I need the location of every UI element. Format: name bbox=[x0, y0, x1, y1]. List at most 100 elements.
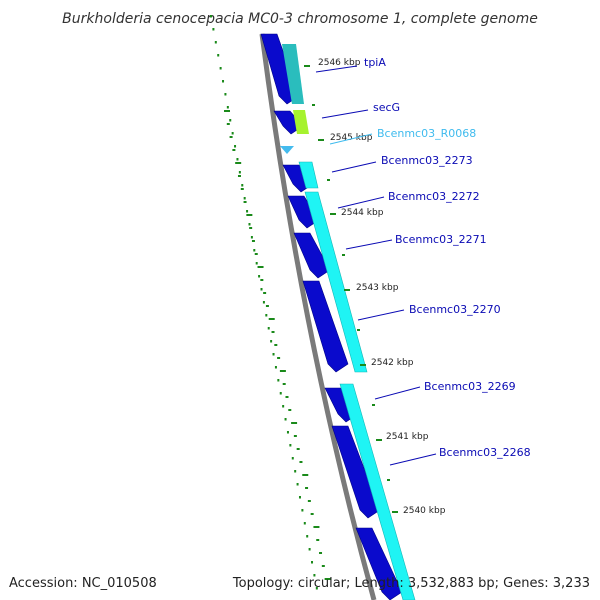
gc-skew-dot bbox=[291, 422, 298, 424]
gc-dot bbox=[311, 561, 314, 564]
gc-dot bbox=[243, 197, 246, 200]
gc-dot bbox=[301, 509, 304, 512]
rna-feature[interactable] bbox=[280, 146, 294, 154]
gc-dot bbox=[279, 392, 282, 395]
gc-skew-dot bbox=[226, 123, 230, 125]
gc-skew-dot bbox=[268, 318, 275, 320]
gc-dot bbox=[236, 158, 239, 161]
gc-dot bbox=[291, 457, 294, 460]
minor-tick bbox=[357, 329, 360, 331]
gene-label[interactable]: Bcenmc03_2270 bbox=[409, 303, 501, 316]
gene-tpiA[interactable] bbox=[282, 44, 304, 104]
gc-skew-dot bbox=[299, 461, 303, 463]
gene-label[interactable]: tpiA bbox=[364, 56, 386, 69]
gc-skew-dot bbox=[305, 487, 309, 489]
gc-dot bbox=[238, 171, 241, 174]
gc-dot bbox=[253, 249, 256, 252]
gc-dot bbox=[267, 327, 270, 330]
gc-dot bbox=[258, 275, 261, 278]
gc-skew-dot bbox=[249, 227, 253, 229]
gc-dot bbox=[262, 301, 265, 304]
gc-dot bbox=[315, 587, 318, 590]
gc-dot bbox=[231, 132, 234, 135]
gene-label[interactable]: secG bbox=[373, 101, 400, 114]
gc-skew-dot bbox=[229, 136, 233, 138]
leader-line bbox=[389, 453, 437, 466]
gc-skew-dot bbox=[285, 396, 289, 398]
gc-dot bbox=[214, 41, 217, 44]
gc-dot bbox=[229, 119, 232, 122]
cds-forward[interactable] bbox=[355, 527, 403, 600]
gc-dot bbox=[282, 405, 285, 408]
gene-label[interactable]: Bcenmc03_2268 bbox=[439, 446, 531, 459]
kbp-label: 2544 kbp bbox=[341, 208, 384, 218]
gc-dot bbox=[250, 236, 253, 239]
cds-reverse[interactable] bbox=[304, 191, 368, 373]
kbp-label: 2543 kbp bbox=[356, 283, 399, 293]
accession-text: Accession: NC_010508 bbox=[9, 576, 157, 591]
gene-label[interactable]: Bcenmc03_2272 bbox=[388, 190, 480, 203]
gc-dot bbox=[296, 483, 299, 486]
gc-skew-dot bbox=[296, 448, 300, 450]
gc-dot bbox=[255, 262, 258, 265]
chromosome-backbone bbox=[259, 33, 377, 600]
gc-dot bbox=[226, 106, 229, 109]
gc-dot bbox=[294, 470, 297, 473]
gc-dot bbox=[303, 522, 306, 525]
gc-dot bbox=[210, 15, 212, 18]
gc-dot bbox=[313, 574, 316, 577]
kbp-label: 2542 kbp bbox=[371, 358, 414, 368]
gene-secG[interactable] bbox=[293, 110, 309, 134]
gc-dot bbox=[234, 145, 237, 148]
gc-skew-dot bbox=[277, 357, 281, 359]
cds-forward[interactable] bbox=[293, 232, 331, 279]
gc-skew-dot bbox=[240, 188, 244, 190]
leader-line bbox=[345, 239, 393, 250]
kbp-label: 2540 kbp bbox=[403, 506, 446, 516]
leader-line bbox=[337, 196, 385, 209]
gc-skew-dot bbox=[265, 305, 269, 307]
cds-reverse[interactable] bbox=[339, 383, 416, 600]
gene-label[interactable]: Bcenmc03_2269 bbox=[424, 380, 516, 393]
gc-dot bbox=[248, 223, 251, 226]
gene-labels: tpiA secG Bcenmc03_R0068 Bcenmc03_2273 Bcenm… bbox=[315, 56, 531, 466]
cds-forward[interactable] bbox=[287, 195, 320, 229]
gc-skew-dot bbox=[279, 370, 286, 372]
gc-skew-dot bbox=[310, 513, 314, 515]
gc-dot bbox=[308, 548, 311, 551]
gc-skew-dot bbox=[243, 201, 247, 203]
minor-tick bbox=[327, 179, 330, 181]
gc-dot bbox=[246, 210, 249, 213]
gc-skew-dot bbox=[232, 149, 236, 151]
cds-forward[interactable] bbox=[302, 280, 349, 373]
gene-label[interactable]: Bcenmc03_2271 bbox=[395, 233, 487, 246]
gc-dot bbox=[289, 444, 292, 447]
feature-track bbox=[260, 33, 416, 600]
gc-skew-dot bbox=[316, 539, 320, 541]
kbp-label: 2545 kbp bbox=[330, 133, 373, 143]
gc-skew-dot bbox=[251, 240, 255, 242]
gc-skew-dot bbox=[257, 266, 264, 268]
gene-label[interactable]: Bcenmc03_R0068 bbox=[377, 127, 476, 140]
gc-dot bbox=[284, 418, 287, 421]
gc-dot bbox=[272, 353, 275, 356]
gc-dot bbox=[306, 535, 309, 538]
gc-dot bbox=[241, 184, 244, 187]
kbp-label: 2546 kbp bbox=[318, 58, 361, 68]
minor-tick bbox=[387, 479, 390, 481]
gc-skew-dot bbox=[224, 110, 230, 112]
gene-label[interactable]: Bcenmc03_2273 bbox=[381, 154, 473, 167]
gc-skew-dot bbox=[313, 526, 320, 528]
gc-skew-dot bbox=[263, 292, 267, 294]
leader-line bbox=[331, 161, 377, 173]
cds-forward[interactable] bbox=[331, 425, 381, 519]
gc-skew-dot bbox=[254, 253, 258, 255]
leader-line bbox=[321, 109, 369, 119]
gc-skew-dot bbox=[324, 578, 331, 580]
cds-reverse[interactable] bbox=[298, 161, 319, 189]
gc-skew-dot bbox=[235, 162, 242, 164]
gc-dot bbox=[224, 93, 227, 96]
gc-skew-dot bbox=[319, 552, 323, 554]
minor-tick bbox=[372, 404, 375, 406]
